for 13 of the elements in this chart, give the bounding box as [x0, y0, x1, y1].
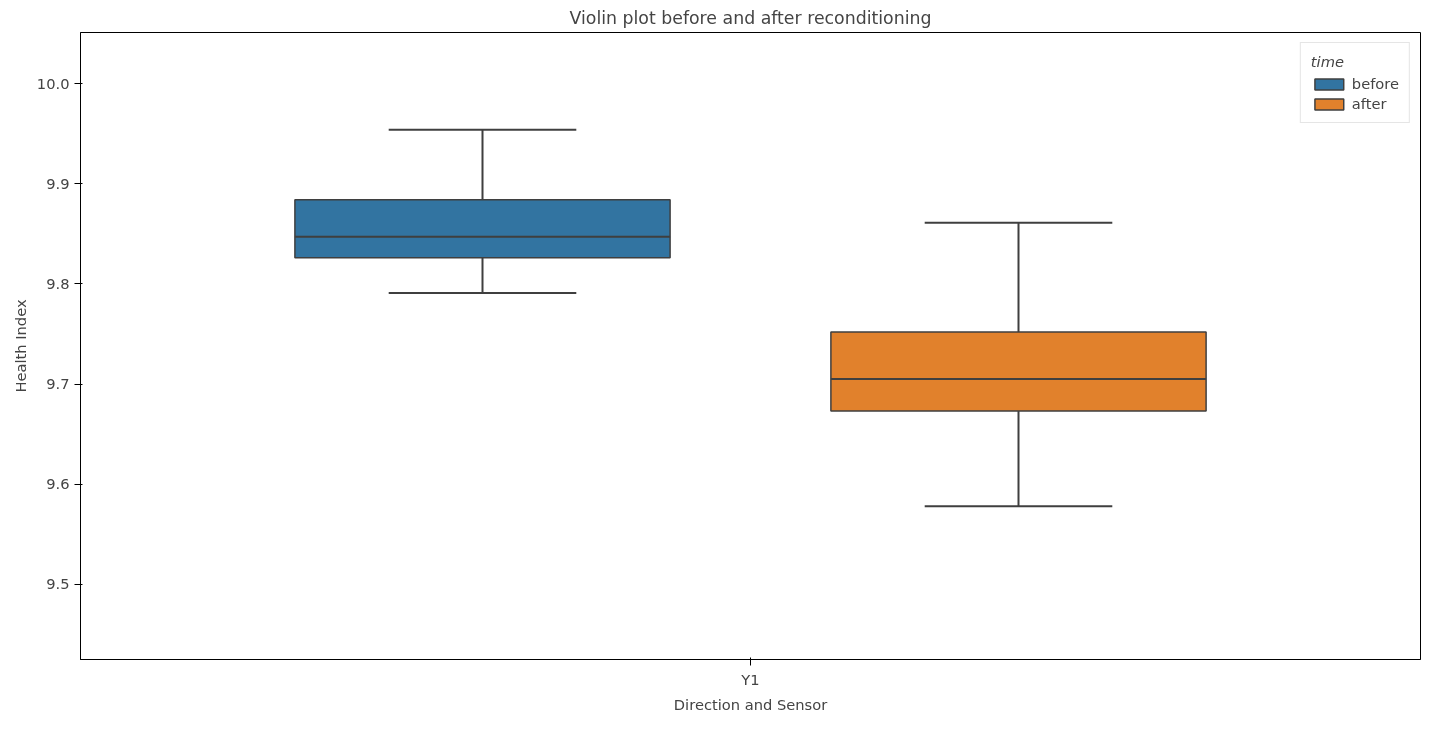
y-tick-label: 9.7: [46, 375, 70, 393]
chart-title: Violin plot before and after reconditioning: [569, 7, 932, 28]
y-tick-label: 9.6: [46, 475, 70, 493]
y-tick-label: 9.9: [46, 174, 70, 192]
y-axis-title: Health Index: [11, 299, 29, 393]
y-tick-label: 10.0: [36, 74, 70, 92]
y-tick-label: 9.5: [46, 575, 70, 593]
legend-label: before: [1351, 75, 1399, 92]
legend-label: after: [1351, 95, 1387, 112]
x-tick-label: Y1: [740, 670, 760, 688]
y-tick-label: 9.8: [46, 274, 70, 292]
x-axis-title: Direction and Sensor: [673, 695, 829, 713]
legend-title: time: [1310, 53, 1345, 70]
